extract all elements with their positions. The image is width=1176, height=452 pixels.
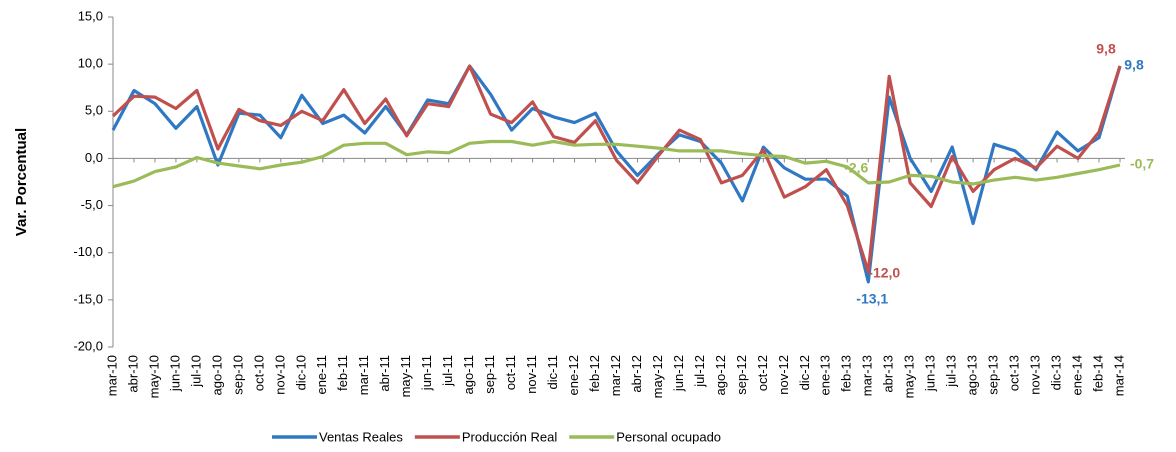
x-tick-label: jul-13 (944, 355, 959, 388)
series-line (111, 64, 1122, 284)
y-axis-label: Var. Porcentual (13, 128, 30, 236)
x-tick-label: jun-12 (671, 355, 686, 392)
x-tick-label: abr-13 (881, 355, 896, 393)
y-tick-label: 10,0 (78, 56, 103, 71)
x-tick-label: feb-11 (335, 355, 350, 391)
legend-label: Personal ocupado (616, 429, 721, 444)
x-tick-label: mar-14 (1111, 355, 1126, 396)
y-tick-label: -10,0 (73, 244, 103, 259)
x-tick-label: ago-13 (965, 355, 980, 395)
x-tick-label: nov-12 (776, 355, 791, 395)
x-tick-label: sep-13 (986, 355, 1001, 395)
y-tick-label: 15,0 (78, 8, 103, 23)
x-tick-label: may-11 (398, 355, 413, 397)
x-tick-label: feb-14 (1090, 355, 1105, 392)
series-line (111, 64, 1122, 274)
x-tick-label: dic-10 (293, 355, 308, 390)
x-tick-label: nov-11 (524, 355, 539, 394)
x-tick-label: mar-12 (608, 355, 623, 396)
x-tick-label: abr-10 (125, 355, 140, 393)
x-tick-label: may-10 (146, 355, 161, 398)
x-tick-label: ene-11 (314, 355, 329, 395)
data-label: -0,7 (1130, 156, 1154, 172)
x-tick-label: jul-11 (440, 355, 455, 387)
x-tick-label: nov-13 (1028, 355, 1043, 395)
y-tick-label: 5,0 (85, 103, 103, 118)
data-label: -12,0 (868, 264, 900, 280)
x-tick-label: may-12 (650, 355, 665, 398)
x-tick-label: feb-12 (587, 355, 602, 392)
data-label: 9,8 (1124, 57, 1144, 73)
x-tick-label: may-13 (902, 355, 917, 398)
x-tick-label: feb-13 (839, 355, 854, 392)
x-tick-label: ene-14 (1069, 355, 1084, 395)
data-label: -13,1 (856, 291, 888, 307)
x-tick-label: mar-11 (356, 355, 371, 395)
x-tick-label: jun-11 (419, 355, 434, 391)
legend-label: Ventas Reales (319, 429, 403, 444)
data-label: -2,6 (844, 160, 868, 176)
y-tick-label: 0,0 (85, 150, 103, 165)
x-tick-label: oct-13 (1007, 355, 1022, 391)
y-tick-label: -20,0 (73, 338, 103, 353)
legend-label: Producción Real (462, 429, 557, 444)
x-tick-label: ago-10 (209, 355, 224, 395)
x-tick-label: jul-12 (692, 355, 707, 388)
x-tick-label: mar-13 (860, 355, 875, 396)
x-tick-label: sep-11 (482, 355, 497, 394)
y-tick-label: -5,0 (81, 197, 103, 212)
x-tick-label: jul-10 (188, 355, 203, 388)
x-tick-label: abr-12 (629, 355, 644, 393)
x-tick-label: ene-12 (566, 355, 581, 395)
x-tick-label: dic-11 (545, 355, 560, 389)
y-tick-label: -15,0 (73, 291, 103, 306)
x-tick-label: jun-13 (923, 355, 938, 392)
x-tick-label: dic-13 (1049, 355, 1064, 390)
series-line (112, 139, 1121, 189)
x-tick-label: sep-10 (230, 355, 245, 395)
x-tick-label: mar-10 (104, 355, 119, 396)
data-label: 9,8 (1096, 41, 1116, 57)
x-tick-label: oct-12 (755, 355, 770, 391)
x-tick-label: ene-13 (818, 355, 833, 395)
x-tick-label: oct-11 (503, 355, 518, 390)
x-tick-label: nov-10 (272, 355, 287, 395)
x-tick-label: jun-10 (167, 355, 182, 392)
x-tick-label: dic-12 (797, 355, 812, 390)
x-tick-label: abr-11 (377, 355, 392, 392)
x-tick-label: ago-11 (461, 355, 476, 395)
x-tick-label: oct-10 (251, 355, 266, 391)
x-tick-label: ago-12 (713, 355, 728, 395)
x-tick-label: sep-12 (734, 355, 749, 395)
